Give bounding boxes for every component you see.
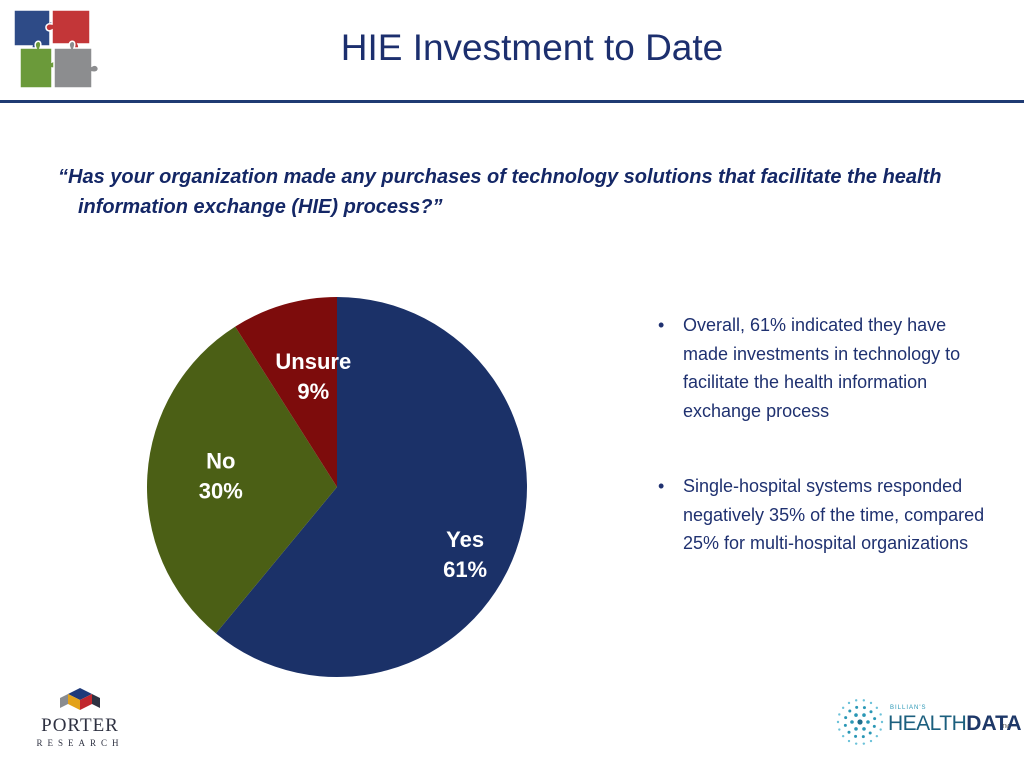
network-dot: [854, 727, 858, 731]
network-dot: [869, 701, 873, 705]
findings-list: • Overall, 61% indicated they have made …: [656, 311, 996, 605]
finding-item: • Overall, 61% indicated they have made …: [656, 311, 996, 425]
network-dot: [854, 699, 858, 702]
title-divider: [0, 100, 1024, 103]
network-dot: [880, 720, 884, 724]
network-dot: [843, 723, 847, 727]
network-dot: [862, 699, 866, 702]
healthdata-word-data: DATA: [966, 712, 1022, 735]
network-dot: [838, 713, 841, 716]
network-dot: [836, 720, 840, 724]
finding-text: Overall, 61% indicated they have made in…: [683, 315, 961, 421]
network-dot: [879, 713, 882, 716]
page-title: HIE Investment to Date: [340, 27, 724, 68]
pie-slice-no: [146, 326, 337, 634]
network-dot: [854, 713, 858, 717]
porter-subtitle: RESEARCH: [36, 738, 124, 748]
network-dot: [875, 706, 879, 710]
network-dot: [869, 710, 873, 714]
porter-research-logo: PORTER RESEARCH: [28, 686, 132, 752]
survey-question: “Has your organization made any purchase…: [58, 166, 942, 218]
finding-text: Single-hospital systems responded negati…: [683, 476, 985, 553]
bullet-icon: •: [658, 315, 665, 335]
network-dot: [875, 734, 879, 738]
bullet-icon: •: [658, 476, 665, 496]
slice-name-label: No: [206, 448, 235, 473]
network-dot: [850, 720, 854, 724]
slice-value-label: 30%: [199, 478, 243, 503]
network-dot: [841, 734, 845, 738]
pie-slice-unsure: [235, 297, 337, 487]
dot-network-icon: [836, 699, 884, 745]
network-dot: [868, 731, 872, 735]
healthdata-word-health: HEALTH: [888, 712, 967, 735]
pie-chart: Yes 61% No 30% Unsure 9%: [146, 297, 527, 677]
network-dot: [848, 709, 852, 713]
network-dot: [847, 730, 851, 734]
network-dot: [866, 720, 870, 724]
network-dot: [854, 742, 858, 745]
network-dot: [862, 713, 866, 717]
network-dot: [873, 717, 877, 721]
porter-cube-icon: [60, 688, 100, 710]
puzzle-logo-icon: [13, 9, 100, 89]
slice-value-label: 9%: [297, 379, 329, 404]
network-dot: [857, 719, 863, 725]
finding-item: • Single-hospital systems responded nega…: [656, 472, 996, 558]
healthdata-logo: BILLIAN'S HEALTHDATA TM: [834, 694, 1022, 754]
pie-slice-yes: [215, 297, 527, 677]
network-dot: [861, 735, 865, 739]
network-dot: [862, 706, 866, 710]
network-dot: [854, 734, 858, 738]
network-dot: [855, 705, 859, 709]
network-dot: [862, 727, 866, 731]
slice-value-label: 61%: [443, 557, 487, 582]
network-dot: [869, 739, 873, 743]
slice-name-label: Unsure: [275, 349, 351, 374]
network-dot: [838, 728, 841, 731]
network-dot: [844, 716, 848, 720]
porter-wordmark: PORTER: [41, 715, 119, 736]
trademark-mark: TM: [1002, 724, 1010, 730]
network-dot: [862, 742, 866, 745]
slice-name-label: Yes: [446, 527, 484, 552]
network-dot: [847, 701, 851, 705]
healthdata-prefix: BILLIAN'S: [890, 705, 927, 711]
network-dot: [841, 706, 845, 710]
network-dot: [879, 728, 882, 731]
network-dot: [872, 724, 876, 728]
network-dot: [847, 739, 851, 743]
healthdata-wordmark: HEALTHDATA: [888, 712, 1022, 736]
